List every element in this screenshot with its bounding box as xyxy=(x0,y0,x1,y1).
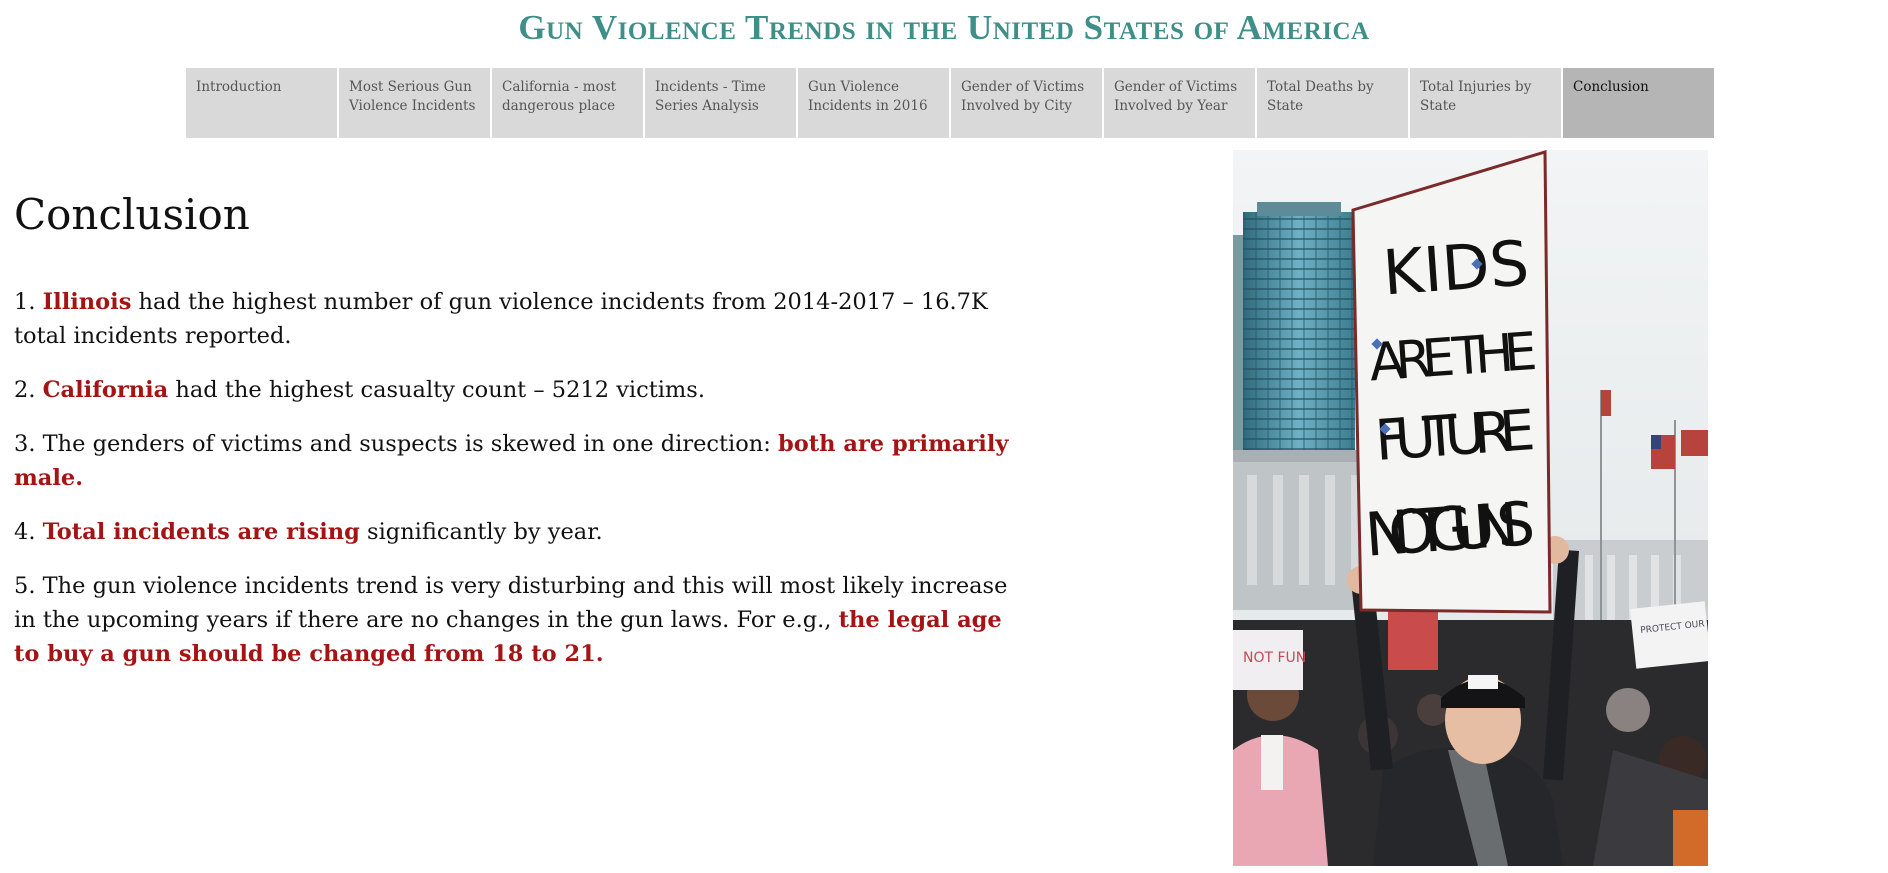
tab-conclusion[interactable]: Conclusion xyxy=(1563,68,1714,138)
point-number: 4. xyxy=(14,519,36,545)
point-highlight: Total incidents are rising xyxy=(42,519,360,545)
conclusion-point: 3. The genders of victims and suspects i… xyxy=(14,427,1014,495)
site-title: Gun Violence Trends in the United States… xyxy=(518,8,1370,47)
svg-text:ARE THE: ARE THE xyxy=(1367,322,1539,394)
conclusion-point: 4. Total incidents are rising significan… xyxy=(14,515,1014,549)
tab-gender-by-year[interactable]: Gender of Victims Involved by Year xyxy=(1104,68,1255,138)
point-highlight: both are primarily male. xyxy=(14,431,1009,491)
small-sign-text: NOT FUN xyxy=(1243,650,1306,666)
svg-text:NOT GUNS: NOT GUNS xyxy=(1363,489,1537,571)
conclusion-list: 1. Illinois had the highest number of gu… xyxy=(14,285,1014,691)
tab-time-series[interactable]: Incidents - Time Series Analysis xyxy=(645,68,796,138)
point-number: 5. xyxy=(14,573,36,599)
protest-sign: KIDS ARE THE FUTURE NOT GUNS xyxy=(1351,150,1552,614)
conclusion-point: 2. California had the highest casualty c… xyxy=(14,373,1014,407)
point-text: The genders of victims and suspects is s… xyxy=(42,431,779,457)
glass-tower xyxy=(1233,202,1355,482)
point-number: 2. xyxy=(14,377,36,403)
flags xyxy=(1600,390,1708,620)
point-text: had the highest casualty count – 5212 vi… xyxy=(168,377,705,403)
tab-deaths-by-state[interactable]: Total Deaths by State xyxy=(1257,68,1408,138)
nav-tabs: Introduction Most Serious Gun Violence I… xyxy=(186,68,1716,138)
point-highlight: the legal age to buy a gun should be cha… xyxy=(14,607,1002,667)
point-text: The gun violence incidents trend is very… xyxy=(14,573,1008,633)
tab-gender-by-city[interactable]: Gender of Victims Involved by City xyxy=(951,68,1102,138)
crowd: NOT FUN PROTECT OUR CHILDREN xyxy=(1233,601,1708,866)
page-heading: Conclusion xyxy=(14,190,250,239)
protest-photo: NOT FUN PROTECT OUR CHILDREN KIDS ARE TH… xyxy=(1233,150,1708,866)
point-number: 3. xyxy=(14,431,36,457)
svg-text:FUTURE: FUTURE xyxy=(1373,398,1537,474)
point-number: 1. xyxy=(14,289,36,315)
point-text: had the highest number of gun violence i… xyxy=(14,289,988,349)
tab-california[interactable]: California - most dangerous place xyxy=(492,68,643,138)
point-text: significantly by year. xyxy=(359,519,603,545)
point-highlight: California xyxy=(42,377,169,403)
conclusion-point: 5. The gun violence incidents trend is v… xyxy=(14,569,1014,671)
point-highlight: Illinois xyxy=(42,289,132,315)
tab-most-serious-incidents[interactable]: Most Serious Gun Violence Incidents xyxy=(339,68,490,138)
conclusion-point: 1. Illinois had the highest number of gu… xyxy=(14,285,1014,353)
tab-introduction[interactable]: Introduction xyxy=(186,68,337,138)
tab-injuries-by-state[interactable]: Total Injuries by State xyxy=(1410,68,1561,138)
svg-text:KIDS: KIDS xyxy=(1381,226,1532,309)
tab-incidents-2016[interactable]: Gun Violence Incidents in 2016 xyxy=(798,68,949,138)
